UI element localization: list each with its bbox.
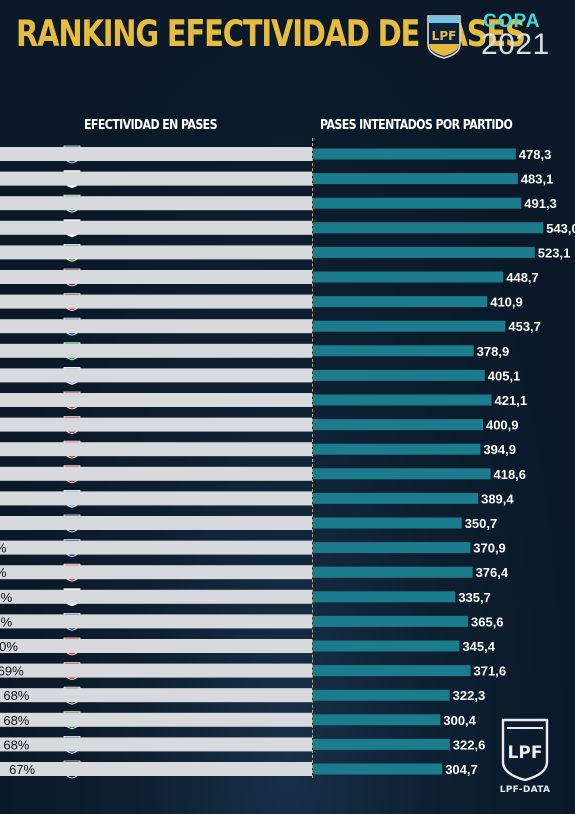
passes-value-label: 322,6 xyxy=(453,737,486,752)
passes-value-label: 376,4 xyxy=(476,565,509,580)
accuracy-label-box xyxy=(0,171,312,186)
passes-column-header: PASES INTENTADOS POR PARTIDO xyxy=(320,117,513,133)
passes-value-label: 365,6 xyxy=(471,614,504,629)
passes-value-label: 335,7 xyxy=(458,590,491,605)
accuracy-label-box xyxy=(0,663,312,678)
passes-bar xyxy=(313,517,462,529)
center-divider xyxy=(312,138,313,778)
passes-bar xyxy=(313,542,471,554)
passes-bar xyxy=(313,419,483,431)
accuracy-label-box xyxy=(0,614,312,629)
accuracy-label-box xyxy=(0,589,312,604)
accuracy-label-box xyxy=(0,516,312,530)
accuracy-value-label: 71% xyxy=(0,590,13,605)
passes-bar xyxy=(313,246,535,258)
lpf-data-logo-icon: LPF xyxy=(501,718,549,782)
passes-value-label: 378,9 xyxy=(477,344,510,359)
passes-value-label: 523,1 xyxy=(538,245,571,260)
accuracy-value-label: 67% xyxy=(9,762,35,777)
accuracy-label-box xyxy=(0,368,312,383)
passes-value-label: 300,4 xyxy=(443,713,476,728)
passes-bar xyxy=(313,591,456,603)
accuracy-label-box xyxy=(0,639,312,653)
accuracy-value-label: 68% xyxy=(3,737,29,752)
accuracy-label-box xyxy=(0,319,312,334)
accuracy-label-box xyxy=(0,393,313,407)
accuracy-column-header: EFECTIVIDAD EN PASES xyxy=(84,117,218,133)
accuracy-value-label: 71% xyxy=(0,614,13,629)
passes-value-label: 478,3 xyxy=(519,147,552,162)
passes-value-label: 483,1 xyxy=(521,172,554,187)
accuracy-value-label: 68% xyxy=(3,713,29,728)
passes-value-label: 418,6 xyxy=(493,467,526,482)
passes-value-label: 400,9 xyxy=(486,418,519,433)
accuracy-value-label: 72% xyxy=(0,565,7,580)
accuracy-label-box xyxy=(0,737,313,752)
accuracy-label-box xyxy=(0,245,313,260)
accuracy-label-box xyxy=(0,270,313,284)
passes-value-label: 410,9 xyxy=(490,295,523,310)
passes-value-label: 421,1 xyxy=(495,393,528,408)
accuracy-label-box xyxy=(0,688,313,703)
passes-value-label: 394,9 xyxy=(483,442,516,457)
passes-value-label: 345,4 xyxy=(462,639,495,654)
passes-bar xyxy=(313,640,460,652)
passes-bar xyxy=(313,173,518,185)
passes-value-label: 389,4 xyxy=(481,491,514,506)
accuracy-label-box xyxy=(0,343,312,358)
passes-bar xyxy=(313,369,485,381)
accuracy-label-box xyxy=(0,220,312,235)
passes-bar xyxy=(313,665,471,677)
copa-year: 2021 xyxy=(481,28,550,61)
passes-bar xyxy=(313,271,504,283)
footer-label: LPF-DATA xyxy=(499,785,551,795)
accuracy-label-box xyxy=(0,540,312,555)
accuracy-value-label: 70% xyxy=(0,639,18,654)
accuracy-label-box xyxy=(0,417,313,432)
accuracy-label-box xyxy=(0,442,313,457)
accuracy-label-box xyxy=(0,196,312,211)
accuracy-value-label: 68% xyxy=(3,688,29,703)
passes-bar xyxy=(313,197,522,209)
accuracy-label-box xyxy=(0,147,312,161)
passes-bar xyxy=(313,394,492,406)
passes-bar xyxy=(313,615,469,627)
passes-bar xyxy=(313,468,491,480)
passes-value-label: 543,0 xyxy=(546,221,575,236)
passes-bar xyxy=(313,566,473,578)
accuracy-label-box xyxy=(0,294,312,309)
passes-value-label: 304,7 xyxy=(445,762,478,777)
passes-value-label: 371,6 xyxy=(474,664,507,679)
passes-bar xyxy=(313,443,481,455)
passes-value-label: 453,7 xyxy=(508,319,541,334)
lpf-badge-text: LPF xyxy=(432,29,457,43)
passes-value-label: 322,3 xyxy=(453,688,486,703)
passes-value-label: 350,7 xyxy=(465,516,498,531)
footer-logo-text: LPF xyxy=(508,743,543,763)
accuracy-value-label: 69% xyxy=(0,664,24,679)
passes-value-label: 448,7 xyxy=(506,270,539,285)
accuracy-label-box xyxy=(0,466,313,481)
accuracy-label-box xyxy=(0,712,313,727)
passes-bar xyxy=(313,345,474,357)
passes-bar xyxy=(313,320,506,332)
passes-value-label: 491,3 xyxy=(524,196,557,211)
passes-bar xyxy=(313,222,544,234)
passes-bar xyxy=(313,689,450,701)
passes-bar xyxy=(313,763,443,775)
lpf-badge-icon: LPF xyxy=(427,15,461,59)
passes-bar xyxy=(313,296,488,308)
accuracy-label-box xyxy=(0,491,312,506)
accuracy-value-label: 72% xyxy=(0,541,7,556)
passes-bar xyxy=(313,492,479,504)
passes-value-label: 405,1 xyxy=(488,368,521,383)
passes-bar xyxy=(313,714,441,726)
copa-label: COPA xyxy=(483,11,541,32)
passes-bar xyxy=(313,738,450,750)
passes-bar xyxy=(313,148,516,160)
accuracy-label-box xyxy=(0,762,312,776)
accuracy-label-box xyxy=(0,565,312,580)
passes-value-label: 370,9 xyxy=(473,541,506,556)
